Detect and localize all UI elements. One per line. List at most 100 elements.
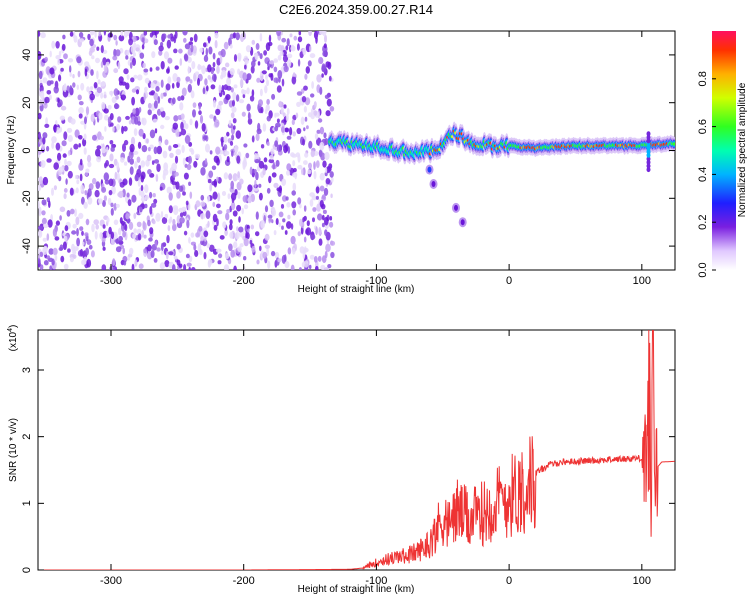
noise-speckle: [297, 164, 303, 170]
noise-speckle: [246, 103, 251, 112]
noise-speckle: [167, 76, 172, 84]
noise-speckle: [147, 169, 152, 175]
noise-speckle: [107, 32, 114, 38]
noise-speckle: [152, 219, 156, 225]
noise-speckle: [230, 112, 235, 119]
noise-speckle: [73, 35, 78, 43]
noise-speckle: [249, 239, 253, 245]
noise-speckle: [250, 65, 255, 74]
noise-speckle: [289, 33, 293, 38]
noise-speckle: [66, 127, 73, 133]
noise-speckle: [312, 217, 315, 223]
noise-speckle: [245, 45, 252, 53]
noise-speckle: [214, 119, 220, 128]
noise-speckle: [229, 140, 234, 146]
noise-speckle: [122, 247, 125, 255]
noise-speckle: [297, 197, 302, 205]
noise-speckle: [87, 33, 91, 41]
noise-speckle: [236, 204, 242, 212]
spike-mark: [646, 131, 651, 137]
noise-speckle: [203, 54, 209, 63]
noise-speckle: [45, 117, 48, 126]
noise-speckle: [141, 44, 145, 50]
spike-mark: [646, 134, 651, 140]
noise-speckle: [49, 94, 52, 101]
noise-speckle: [103, 31, 107, 36]
noise-speckle: [249, 95, 255, 102]
noise-speckle: [184, 43, 191, 50]
noise-speckle: [176, 191, 181, 199]
noise-speckle: [96, 46, 100, 51]
noise-speckle: [228, 37, 232, 47]
noise-speckle: [84, 190, 88, 196]
noise-speckle: [255, 171, 259, 181]
noise-speckle: [243, 256, 247, 261]
noise-speckle: [282, 112, 286, 117]
noise-speckle: [318, 56, 324, 65]
noise-speckle: [324, 167, 328, 174]
noise-speckle: [292, 131, 297, 137]
noise-speckle: [51, 187, 54, 196]
chart-title: C2E6.2024.359.00.27.R14: [279, 2, 433, 17]
noise-speckle: [101, 237, 106, 243]
noise-speckle: [49, 265, 53, 270]
colorbar-ticks: 0.0 0.2 0.4 0.6 0.8: [697, 71, 716, 278]
colorbar-gradient: [712, 31, 736, 270]
noise-speckle: [153, 146, 158, 155]
noise-speckle: [215, 108, 221, 116]
noise-speckle: [277, 70, 283, 79]
noise-speckle: [174, 65, 179, 70]
noise-speckle: [310, 150, 315, 158]
noise-speckle: [69, 147, 73, 156]
noise-speckle: [85, 247, 89, 256]
noise-speckle: [323, 43, 327, 49]
noise-speckle: [128, 38, 134, 46]
noise-speckle: [64, 165, 69, 172]
noise-speckle: [303, 127, 306, 132]
noise-speckle: [107, 104, 112, 110]
noise-speckle: [69, 31, 74, 37]
noise-speckle: [260, 106, 264, 114]
noise-speckle: [316, 203, 321, 212]
noise-speckle: [225, 62, 230, 68]
noise-speckle: [285, 45, 289, 51]
noise-speckle: [285, 113, 289, 122]
noise-speckle: [159, 186, 163, 191]
noise-speckle: [224, 150, 230, 156]
noise-speckle: [243, 143, 248, 148]
noise-speckle: [163, 162, 169, 172]
noise-speckle: [166, 234, 170, 244]
noise-speckle: [269, 154, 274, 160]
noise-speckle: [254, 179, 257, 188]
noise-speckle: [38, 225, 44, 230]
noise-speckle: [200, 194, 205, 201]
noise-speckle: [155, 212, 161, 222]
noise-speckle: [317, 118, 323, 123]
bottom-x-tick-label: -300: [100, 575, 122, 587]
noise-speckle: [188, 237, 191, 244]
noise-speckle: [140, 190, 145, 198]
noise-speckle: [324, 151, 330, 161]
noise-speckle: [235, 94, 240, 102]
noise-speckle: [309, 192, 315, 197]
noise-speckle: [238, 99, 245, 104]
noise-speckle: [282, 54, 289, 63]
noise-speckle: [100, 81, 106, 87]
noise-speckle: [207, 195, 211, 203]
noise-speckle: [308, 31, 312, 36]
noise-speckle: [73, 143, 79, 150]
noise-speckle: [138, 106, 142, 113]
noise-speckle: [281, 225, 284, 230]
noise-speckle: [241, 88, 245, 95]
spike-mark: [646, 163, 651, 169]
noise-speckle: [174, 171, 179, 177]
noise-speckle: [158, 45, 164, 52]
noise-speckle: [58, 175, 62, 182]
noise-speckle: [247, 184, 253, 193]
bottom-y-tick-label: 1: [21, 500, 33, 506]
noise-speckle: [179, 58, 183, 66]
noise-speckle: [299, 203, 302, 209]
noise-speckle: [284, 254, 287, 263]
noise-speckle: [149, 206, 153, 215]
noise-speckle: [198, 225, 203, 232]
